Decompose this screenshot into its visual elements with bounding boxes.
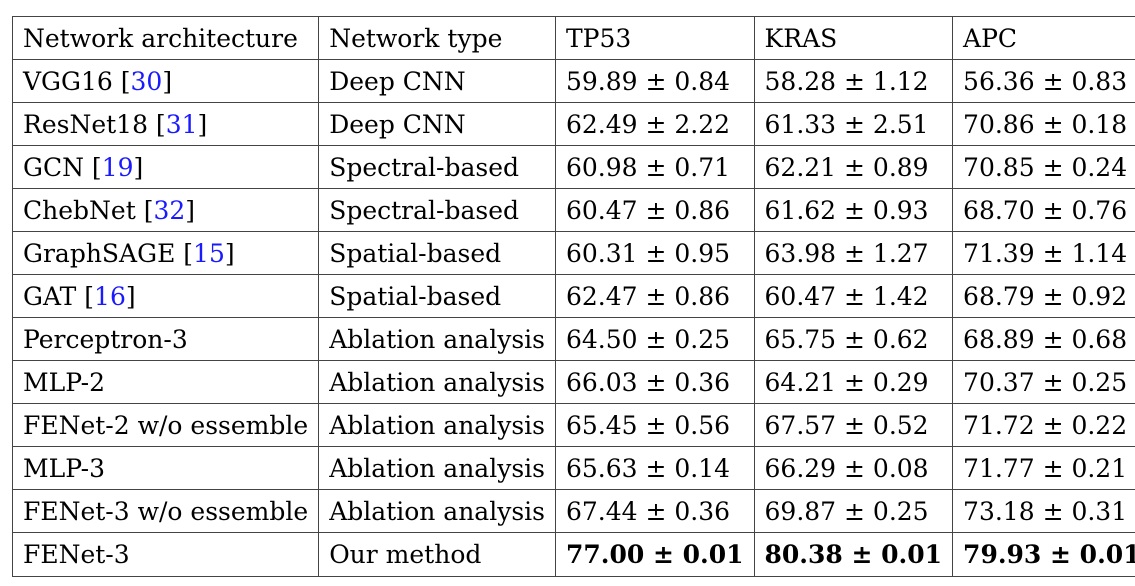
- kras-value-cell: 63.98 ± 1.27: [753, 231, 954, 275]
- apc-value-cell: 56.36 ± 0.83: [952, 59, 1135, 103]
- apc-value-cell: 68.70 ± 0.76: [952, 188, 1135, 232]
- network-type-cell: Ablation analysis: [318, 360, 556, 404]
- kras-value-cell: 60.47 ± 1.42: [753, 274, 954, 318]
- results-table: Network architecture Network type TP53 K…: [11, 16, 1135, 577]
- header-row: Network architecture Network type TP53 K…: [11, 16, 1135, 60]
- header-kras: KRAS: [753, 16, 954, 60]
- architecture-cell: GraphSAGE [15]: [11, 231, 320, 275]
- architecture-name: Perceptron-3: [23, 324, 188, 354]
- table-row: FENet-3 Our method 77.00 ± 0.01 80.38 ± 0.0…: [11, 532, 1135, 577]
- table-row: ResNet18 [31] Deep CNN 62.49 ± 2.22 61.33 ±…: [11, 102, 1135, 146]
- architecture-name: GCN: [23, 152, 84, 182]
- header-network-type: Network type: [318, 16, 556, 60]
- architecture-name: MLP-3: [23, 453, 106, 483]
- kras-value-cell: 80.38 ± 0.01: [753, 532, 954, 577]
- architecture-cell: MLP-3: [11, 446, 320, 490]
- architecture-cell: FENet-2 w/o essemble: [11, 403, 320, 447]
- citation-link[interactable]: 19: [101, 152, 134, 182]
- table-body: VGG16 [30] Deep CNN 59.89 ± 0.84 58.28 ± 1.…: [11, 59, 1135, 577]
- apc-value-cell: 79.93 ± 0.01: [952, 532, 1135, 577]
- architecture-name: MLP-2: [23, 367, 106, 397]
- architecture-cell: Perceptron-3: [11, 317, 320, 361]
- citation-link[interactable]: 15: [193, 238, 225, 268]
- architecture-cell: MLP-2: [11, 360, 320, 404]
- tp53-value-cell: 77.00 ± 0.01: [554, 532, 755, 577]
- network-type-cell: Ablation analysis: [318, 446, 556, 490]
- apc-value-cell: 68.79 ± 0.92: [952, 274, 1135, 318]
- tp53-value-cell: 60.98 ± 0.71: [554, 145, 755, 189]
- network-type-cell: Ablation analysis: [318, 489, 556, 533]
- kras-value-cell: 65.75 ± 0.62: [753, 317, 954, 361]
- apc-value-cell: 70.86 ± 0.18: [952, 102, 1135, 146]
- table-row: GAT [16] Spatial-based 62.47 ± 0.86 60.47 ±…: [11, 274, 1135, 318]
- kras-value-cell: 64.21 ± 0.29: [753, 360, 954, 404]
- kras-value-cell: 61.62 ± 0.93: [753, 188, 954, 232]
- table-row: GCN [19] Spectral-based 60.98 ± 0.71 62.21 …: [11, 145, 1135, 189]
- table-row: MLP-3 Ablation analysis 65.63 ± 0.14 66.29 …: [11, 446, 1135, 490]
- network-type-cell: Spectral-based: [318, 145, 556, 189]
- network-type-cell: Spatial-based: [318, 274, 556, 318]
- network-type-cell: Ablation analysis: [318, 317, 556, 361]
- apc-value-cell: 73.18 ± 0.31: [952, 489, 1135, 533]
- apc-value-cell: 71.39 ± 1.14: [952, 231, 1135, 275]
- tp53-value-cell: 66.03 ± 0.36: [554, 360, 755, 404]
- network-type-cell: Ablation analysis: [318, 403, 556, 447]
- table-row: ChebNet [32] Spectral-based 60.47 ± 0.86 61…: [11, 188, 1135, 232]
- network-type-cell: Our method: [318, 532, 556, 577]
- tp53-value-cell: 60.31 ± 0.95: [554, 231, 755, 275]
- table-row: FENet-3 w/o essemble Ablation analysis 67.…: [11, 489, 1135, 533]
- kras-value-cell: 62.21 ± 0.89: [753, 145, 954, 189]
- header-apc: APC: [952, 16, 1135, 60]
- tp53-value-cell: 59.89 ± 0.84: [554, 59, 755, 103]
- architecture-cell: ChebNet [32]: [11, 188, 320, 232]
- apc-value-cell: 68.89 ± 0.68: [952, 317, 1135, 361]
- tp53-value-cell: 67.44 ± 0.36: [554, 489, 755, 533]
- architecture-cell: ResNet18 [31]: [11, 102, 320, 146]
- network-type-cell: Spatial-based: [318, 231, 556, 275]
- architecture-cell: GAT [16]: [11, 274, 320, 318]
- tp53-value-cell: 64.50 ± 0.25: [554, 317, 755, 361]
- kras-value-cell: 69.87 ± 0.25: [753, 489, 954, 533]
- tp53-value-cell: 62.47 ± 0.86: [554, 274, 755, 318]
- kras-value-cell: 67.57 ± 0.52: [753, 403, 954, 447]
- apc-value-cell: 71.72 ± 0.22: [952, 403, 1135, 447]
- table-row: FENet-2 w/o essemble Ablation analysis 65.…: [11, 403, 1135, 447]
- citation-link[interactable]: 16: [94, 281, 126, 311]
- network-type-cell: Deep CNN: [318, 59, 556, 103]
- tp53-value-cell: 60.47 ± 0.86: [554, 188, 755, 232]
- kras-value-cell: 58.28 ± 1.12: [753, 59, 954, 103]
- apc-value-cell: 70.85 ± 0.24: [952, 145, 1135, 189]
- architecture-cell: GCN [19]: [11, 145, 320, 189]
- tp53-value-cell: 62.49 ± 2.22: [554, 102, 755, 146]
- table-row: GraphSAGE [15] Spatial-based 60.31 ± 0.95 6…: [11, 231, 1135, 275]
- citation-link[interactable]: 31: [165, 109, 198, 139]
- citation-link[interactable]: 30: [130, 66, 163, 96]
- kras-value-cell: 66.29 ± 0.08: [753, 446, 954, 490]
- table-row: VGG16 [30] Deep CNN 59.89 ± 0.84 58.28 ± 1.…: [11, 59, 1135, 103]
- table-row: Perceptron-3 Ablation analysis 64.50 ± 0.2…: [11, 317, 1135, 361]
- architecture-name: GraphSAGE: [23, 238, 176, 268]
- kras-value-cell: 61.33 ± 2.51: [753, 102, 954, 146]
- architecture-name: VGG16: [23, 66, 113, 96]
- apc-value-cell: 70.37 ± 0.25: [952, 360, 1135, 404]
- apc-value-cell: 71.77 ± 0.21: [952, 446, 1135, 490]
- architecture-cell: VGG16 [30]: [11, 59, 320, 103]
- tp53-value-cell: 65.45 ± 0.56: [554, 403, 755, 447]
- header-network-architecture: Network architecture: [11, 16, 320, 60]
- architecture-name: FENet-3 w/o essemble: [23, 496, 309, 526]
- citation-link[interactable]: 32: [153, 195, 186, 225]
- architecture-name: FENet-3: [23, 540, 130, 569]
- network-type-cell: Spectral-based: [318, 188, 556, 232]
- header-tp53: TP53: [554, 16, 755, 60]
- tp53-value-cell: 65.63 ± 0.14: [554, 446, 755, 490]
- architecture-name: GAT: [23, 281, 77, 311]
- architecture-cell: FENet-3 w/o essemble: [11, 489, 320, 533]
- table-row: MLP-2 Ablation analysis 66.03 ± 0.36 64.21 …: [11, 360, 1135, 404]
- architecture-name: FENet-2 w/o essemble: [23, 410, 309, 440]
- network-type-cell: Deep CNN: [318, 102, 556, 146]
- architecture-name: ChebNet: [23, 195, 136, 225]
- architecture-name: ResNet18: [23, 109, 148, 139]
- architecture-cell: FENet-3: [11, 532, 320, 577]
